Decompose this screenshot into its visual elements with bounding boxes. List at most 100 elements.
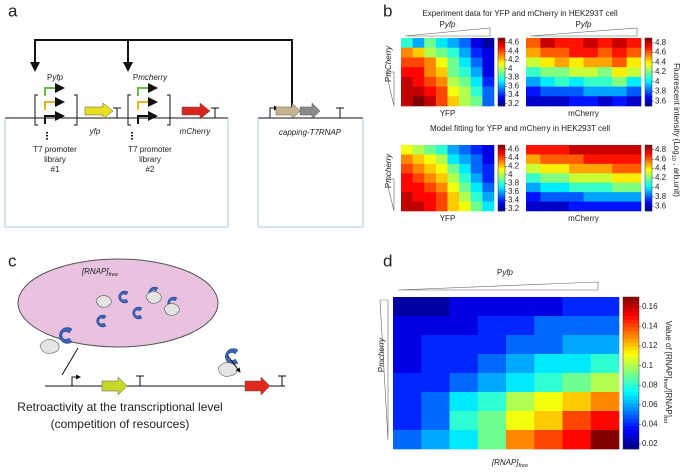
heatmap-cell (412, 145, 425, 155)
heatmap-cell (412, 47, 425, 58)
heatmap-cell (449, 430, 479, 450)
colorbar-segment (623, 388, 639, 393)
heatmap-cell (540, 192, 556, 202)
heatmap-cell (447, 182, 460, 193)
heatmap-cell (583, 76, 599, 87)
colorbar-segment (498, 163, 505, 166)
colorbar-segment (498, 49, 505, 52)
heatmap-cell (459, 96, 472, 107)
colorbar-segment (498, 97, 505, 100)
colorbar-label: Fluorescent intensity (Log10 , arb.unit) (670, 63, 681, 197)
gene-label: capping-T7RNAP (279, 128, 342, 137)
heatmap-cell (482, 86, 495, 97)
heatmap-cell (526, 57, 541, 68)
colorbar-segment (623, 392, 639, 397)
colorbar-segment (645, 209, 652, 212)
colorbar-frame (497, 144, 506, 212)
heatmap-cell (470, 154, 483, 165)
colorbar-segment (645, 61, 652, 64)
panel-label: c (8, 251, 17, 270)
heatmap-cell (459, 38, 472, 49)
gradient-wedge (385, 178, 395, 212)
heatmap-cell (526, 76, 541, 87)
heatmap-cell (626, 57, 642, 68)
text-part: [RNAP] (491, 458, 519, 467)
heatmap-cell (569, 96, 584, 107)
heatmap-cell (470, 96, 483, 107)
colorbar-tick-label: 0.14 (642, 322, 658, 331)
heatmap-cell (482, 154, 495, 165)
heatmap-cell (583, 86, 599, 97)
heatmap-cell (470, 47, 483, 58)
promoter-label: Pyfp (47, 73, 64, 82)
heatmap-cell (583, 38, 599, 49)
panel-a-diagram (4, 39, 364, 228)
colorbar-segment (645, 149, 652, 152)
colorbar-segment (623, 430, 639, 435)
heatmap-cell (447, 57, 460, 68)
heatmap-cell (626, 173, 642, 184)
heatmap-cell (554, 182, 570, 193)
colorbar-segment (645, 65, 652, 68)
colorbar-segment (498, 146, 505, 149)
heatmap-cell (435, 76, 448, 87)
colorbar-segment (623, 361, 639, 366)
colorbar-segment (498, 53, 505, 56)
colorbar-segment (645, 97, 652, 100)
heatmap-cell (470, 173, 483, 184)
colorbar-segment (623, 445, 639, 450)
heatmap-cell (401, 47, 413, 58)
heatmap-cell (506, 411, 535, 431)
heatmap-cell (612, 57, 627, 68)
heatmap-cell (626, 76, 642, 87)
heatmap-cell (424, 145, 437, 155)
heatmap-cell (540, 96, 556, 107)
heatmap-cell (401, 57, 413, 68)
heatmap-cell (459, 154, 472, 165)
y-axis-label: PmCherry (384, 45, 393, 82)
heatmap-cell (562, 354, 592, 374)
heatmap-cell (569, 47, 584, 58)
colorbar-segment (645, 206, 652, 208)
colorbar-segment (498, 39, 505, 42)
colorbar-segment (645, 191, 652, 194)
text-part: tot (662, 417, 668, 424)
heatmap-cell (569, 67, 584, 78)
heatmap-cell (447, 96, 460, 107)
heatmap-cell (554, 67, 570, 78)
top-label: Pyfp (497, 268, 514, 277)
colorbar-segment (498, 186, 505, 189)
heatmap-cell (562, 373, 592, 393)
heatmap-cell (526, 163, 541, 174)
colorbar-segment (623, 308, 639, 313)
colorbar-segment (645, 176, 652, 179)
heatmap-cell (459, 67, 472, 78)
colorbar-frame (497, 37, 506, 107)
heatmap-cell (554, 163, 570, 174)
heatmap-cell (482, 182, 495, 193)
text-part: P (439, 20, 444, 29)
heatmap-cell (597, 163, 613, 174)
colorbar-segment (645, 75, 652, 78)
x-axis-label: YFP (440, 214, 456, 223)
heatmap-cell (506, 354, 535, 374)
colorbar-tick-label: 3.8 (655, 192, 667, 201)
colorbar-segment (498, 178, 505, 180)
colorbar-segment (645, 49, 652, 52)
heatmap-cell (435, 163, 448, 174)
colorbar-segment (498, 173, 505, 175)
colorbar-tick-label: 4.6 (508, 144, 520, 153)
heatmap-cell (506, 392, 535, 412)
colorbar-segment (645, 51, 652, 54)
gradient-wedge (397, 281, 599, 291)
heatmap-cell (597, 67, 613, 78)
heatmap-cell (435, 96, 448, 107)
colorbar-segment (498, 174, 505, 177)
text-part: P (384, 183, 393, 188)
colorbar-segment (645, 201, 652, 204)
heatmap-cell (597, 57, 613, 68)
colorbar-segment (498, 102, 505, 105)
heatmap-cell (401, 182, 413, 193)
colorbar-segment (645, 56, 652, 59)
heatmap-cell (412, 76, 425, 87)
